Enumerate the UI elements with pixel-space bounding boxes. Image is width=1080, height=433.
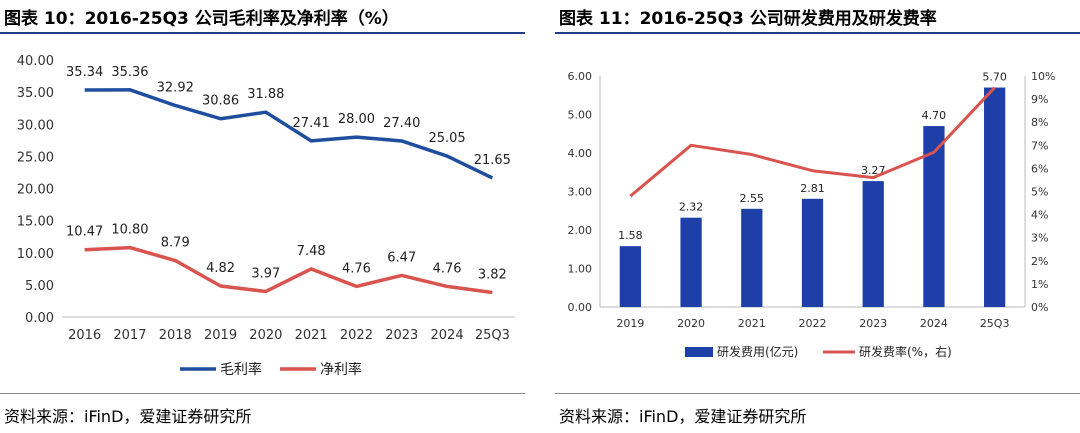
x-tick-label: 2020 bbox=[249, 328, 282, 343]
y-tick-label: 20.00 bbox=[17, 183, 54, 198]
legend-swatch bbox=[685, 347, 713, 357]
bar-rd-expense bbox=[862, 181, 884, 307]
series-line-gross-margin bbox=[84, 88, 494, 180]
x-tick-label: 2017 bbox=[113, 328, 146, 343]
x-tick-label: 2016 bbox=[68, 328, 101, 343]
y2-tick-label: 2% bbox=[1031, 255, 1048, 268]
title-rule bbox=[555, 32, 1080, 34]
x-tick-label: 2020 bbox=[677, 317, 705, 330]
x-tick-label: 2022 bbox=[799, 317, 827, 330]
data-label: 21.65 bbox=[474, 153, 511, 168]
y-tick-label: 3.00 bbox=[568, 186, 593, 199]
data-label: 28.00 bbox=[338, 112, 375, 127]
data-label: 4.76 bbox=[342, 261, 371, 276]
data-label: 2.32 bbox=[679, 201, 704, 214]
y-tick-label: 30.00 bbox=[17, 118, 54, 133]
x-tick-label: 2023 bbox=[385, 328, 418, 343]
y-tick-label: 2.00 bbox=[568, 224, 593, 237]
y2-tick-label: 6% bbox=[1031, 162, 1048, 175]
data-label: 30.86 bbox=[202, 94, 239, 109]
y-tick-label: 1.00 bbox=[568, 263, 593, 276]
data-label: 4.76 bbox=[433, 261, 462, 276]
x-tick-label: 2024 bbox=[920, 317, 948, 330]
chart-title: 图表 11：2016-25Q3 公司研发费用及研发费率 bbox=[559, 9, 937, 29]
y-tick-label: 5.00 bbox=[568, 109, 593, 122]
y-tick-label: 4.00 bbox=[568, 147, 593, 160]
y-tick-label: 35.00 bbox=[17, 86, 54, 101]
y2-tick-label: 0% bbox=[1031, 301, 1048, 314]
y2-tick-label: 7% bbox=[1031, 139, 1048, 152]
rd-combo-chart: 0.00 1.00 2.00 3.00 4.00 5.00 6.00 0% 1% 2% 3% 4% 5%… bbox=[568, 70, 1056, 359]
legend-label: 研发费率(%，右) bbox=[859, 344, 952, 359]
data-label: 1.58 bbox=[618, 229, 643, 242]
y-tick-label: 0.00 bbox=[25, 311, 54, 326]
source-rule bbox=[0, 393, 525, 394]
source-rule bbox=[555, 393, 1080, 394]
x-tick-label: 2023 bbox=[859, 317, 887, 330]
margin-line-chart: 0.00 5.00 10.00 15.00 20.00 25.00 30.00 35.00 40… bbox=[17, 54, 515, 378]
data-label: 3.97 bbox=[251, 266, 280, 281]
y2-tick-label: 9% bbox=[1031, 93, 1048, 106]
source-note: 资料来源：iFinD，爱建证券研究所 bbox=[4, 407, 252, 426]
data-label: 27.41 bbox=[293, 116, 330, 131]
data-label: 2.55 bbox=[740, 192, 765, 205]
data-label: 7.48 bbox=[297, 244, 326, 259]
title-rule bbox=[0, 32, 525, 34]
x-tick-label: 2022 bbox=[340, 328, 373, 343]
data-label: 8.79 bbox=[161, 236, 190, 251]
y2-tick-label: 1% bbox=[1031, 278, 1048, 291]
rd-chart-panel: 图表 11：2016-25Q3 公司研发费用及研发费率 0.00 1.00 2.00… bbox=[555, 0, 1080, 433]
data-label: 5.70 bbox=[982, 71, 1007, 84]
data-label: 4.70 bbox=[922, 109, 947, 122]
x-tick-label: 25Q3 bbox=[980, 317, 1010, 330]
y-tick-label: 10.00 bbox=[17, 247, 54, 262]
legend-label: 研发费用(亿元) bbox=[717, 344, 798, 359]
y-tick-label: 5.00 bbox=[25, 279, 54, 294]
y2-tick-label: 8% bbox=[1031, 116, 1048, 129]
data-label: 27.40 bbox=[383, 116, 420, 131]
data-label: 10.47 bbox=[66, 225, 103, 240]
data-label: 3.82 bbox=[478, 267, 507, 282]
legend-label: 毛利率 bbox=[220, 361, 262, 378]
x-tick-label: 2021 bbox=[295, 328, 328, 343]
y2-tick-label: 5% bbox=[1031, 186, 1048, 199]
x-tick-label: 2019 bbox=[204, 328, 237, 343]
data-label: 2.81 bbox=[800, 182, 825, 195]
data-label: 10.80 bbox=[111, 223, 148, 238]
margin-chart-panel: 图表 10：2016-25Q3 公司毛利率及净利率（%） 0.00 5.00 10.… bbox=[0, 0, 525, 433]
series-line-net-margin bbox=[84, 245, 493, 295]
bar-rd-expense bbox=[984, 87, 1006, 307]
data-label: 31.88 bbox=[247, 87, 284, 102]
data-label: 32.92 bbox=[157, 80, 194, 95]
series-line-rd-rate bbox=[629, 86, 996, 198]
chart-title: 图表 10：2016-25Q3 公司毛利率及净利率（%） bbox=[4, 9, 399, 29]
legend-label: 净利率 bbox=[320, 361, 362, 378]
y2-tick-label: 3% bbox=[1031, 232, 1048, 245]
data-label: 6.47 bbox=[387, 250, 416, 265]
bar-rd-expense bbox=[923, 126, 945, 307]
y-tick-label: 25.00 bbox=[17, 150, 54, 165]
x-tick-label: 2024 bbox=[431, 328, 464, 343]
data-label: 35.36 bbox=[111, 65, 148, 80]
y-tick-label: 40.00 bbox=[17, 54, 54, 69]
y2-tick-label: 4% bbox=[1031, 209, 1048, 222]
source-note: 资料来源：iFinD，爱建证券研究所 bbox=[559, 407, 807, 426]
bar-rd-expense bbox=[619, 246, 641, 307]
y-tick-label: 0.00 bbox=[568, 301, 593, 314]
data-label: 25.05 bbox=[428, 131, 465, 146]
x-tick-label: 2019 bbox=[616, 317, 644, 330]
bar-rd-expense bbox=[801, 198, 824, 307]
x-tick-label: 2018 bbox=[159, 328, 192, 343]
y2-tick-label: 10% bbox=[1031, 70, 1055, 83]
y-tick-label: 15.00 bbox=[17, 215, 54, 230]
data-label: 35.34 bbox=[66, 65, 103, 80]
y-tick-label: 6.00 bbox=[568, 70, 593, 83]
bar-rd-expense bbox=[741, 208, 763, 307]
x-tick-label: 25Q3 bbox=[475, 328, 510, 343]
x-tick-label: 2021 bbox=[738, 317, 766, 330]
bar-rd-expense bbox=[680, 217, 702, 307]
data-label: 4.82 bbox=[206, 261, 235, 276]
